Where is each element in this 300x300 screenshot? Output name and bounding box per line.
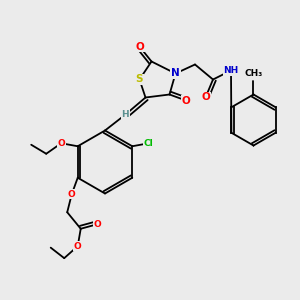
Text: S: S <box>136 74 143 85</box>
Text: O: O <box>182 95 190 106</box>
Text: N: N <box>171 68 180 79</box>
Text: O: O <box>93 220 101 229</box>
Text: O: O <box>68 190 76 199</box>
Text: O: O <box>74 242 82 251</box>
Text: Cl: Cl <box>144 139 154 148</box>
Text: O: O <box>135 41 144 52</box>
Text: NH: NH <box>224 66 238 75</box>
Text: O: O <box>57 139 65 148</box>
Text: O: O <box>201 92 210 103</box>
Text: H: H <box>122 110 129 119</box>
Text: CH₃: CH₃ <box>244 69 262 78</box>
